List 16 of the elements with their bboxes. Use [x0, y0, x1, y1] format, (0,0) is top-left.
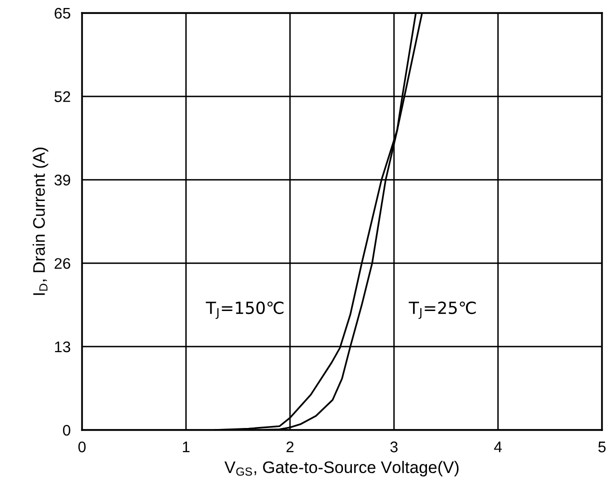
y-tick-label: 52 — [54, 91, 70, 102]
x-tick-label: 0 — [78, 442, 86, 452]
x-tick-label: 2 — [286, 442, 294, 452]
x-tick-label: 3 — [390, 442, 398, 452]
annotation: T$_{J}$=25℃ — [408, 301, 476, 319]
y-tick-label: 0 — [62, 424, 70, 436]
x-tick-label: 1 — [182, 442, 190, 452]
annotation: T$_{J}$=150℃ — [206, 301, 284, 319]
y-tick-label: 65 — [54, 8, 70, 19]
x-axis-title: V$_{GS}$, Gate-to-Source Voltage(V) — [224, 460, 459, 476]
x-tick-label: 4 — [494, 442, 502, 452]
y-tick-label: 26 — [54, 258, 70, 269]
y-tick-label: 39 — [54, 174, 70, 186]
y-tick-label: 13 — [55, 341, 70, 352]
x-tick-label: 5 — [598, 442, 606, 452]
y-axis-title: I$_{D}$, Drain Current (A) — [32, 148, 48, 295]
